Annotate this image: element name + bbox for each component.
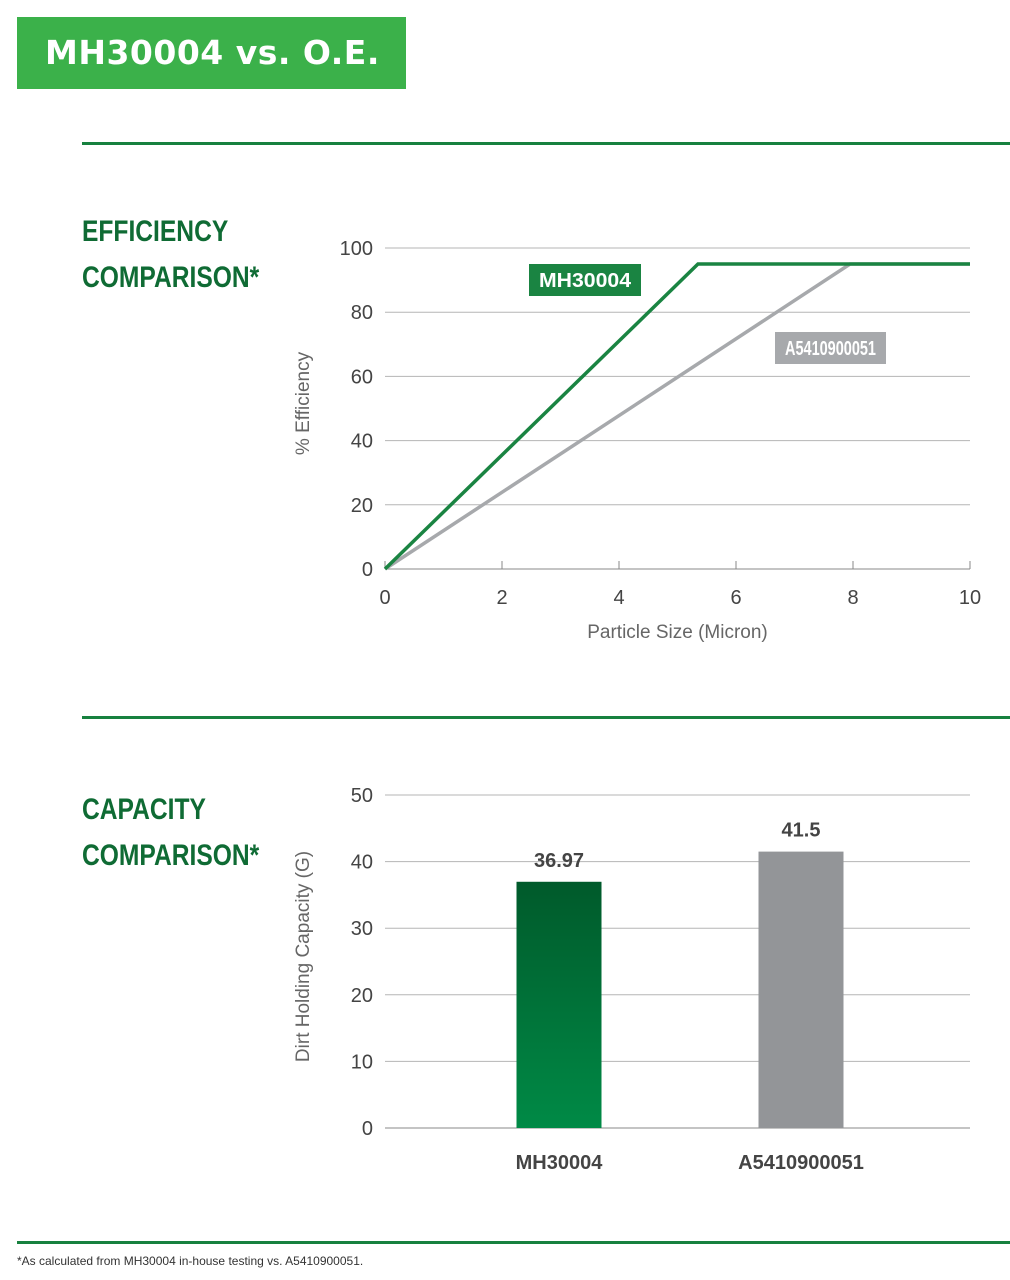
series-tag-label: A5410900051	[785, 338, 876, 360]
series-tag-label: MH30004	[539, 270, 632, 292]
section-divider	[82, 142, 1010, 145]
page-title: MH30004 vs. O.E.	[17, 17, 406, 89]
y-tick-label: 10	[351, 1051, 373, 1073]
footer-divider	[17, 1241, 1010, 1244]
y-tick-label: 30	[351, 918, 373, 940]
series-line-mh30004	[383, 262, 970, 571]
bar-value-label: 36.97	[534, 850, 584, 872]
series-tag-a5410900051	[775, 332, 886, 364]
y-tick-label: 100	[340, 238, 373, 260]
footnote: *As calculated from MH30004 in-house tes…	[17, 1254, 364, 1268]
capacity-bar-chart: 0 10 20 30 40 50 Dirt Holding Capacity (G) 36.9…	[293, 785, 970, 1174]
series-tag-mh30004	[529, 264, 641, 296]
y-tick-label: 80	[351, 302, 373, 324]
category-label: MH30004	[516, 1152, 604, 1174]
bar-a5410900051	[758, 851, 844, 1128]
y-axis-title: Dirt Holding Capacity (G)	[293, 851, 314, 1062]
y-tick-label: 0	[362, 1118, 373, 1140]
y-tick-label: 50	[351, 785, 373, 807]
y-tick-label: 40	[351, 852, 373, 874]
x-tick-label: 10	[959, 587, 981, 609]
x-tick-label: 4	[613, 587, 624, 609]
x-tick-label: 0	[379, 587, 390, 609]
x-tick-label: 6	[730, 587, 741, 609]
y-tick-label: 0	[362, 559, 373, 581]
y-tick-label: 40	[351, 431, 373, 453]
x-axis-title: Particle Size (Micron)	[587, 622, 768, 643]
efficiency-section-title: EFFICIENCY COMPARISON*	[82, 215, 260, 294]
bar-mh30004	[516, 881, 602, 1128]
category-label: A5410900051	[738, 1152, 864, 1174]
y-tick-label: 60	[351, 366, 373, 388]
y-tick-label: 20	[351, 985, 373, 1007]
x-tick-label: 8	[847, 587, 858, 609]
capacity-section-title: CAPACITY COMPARISON*	[82, 793, 260, 872]
x-tick-label: 2	[496, 587, 507, 609]
y-axis-title: % Efficiency	[293, 351, 314, 455]
section-divider	[82, 716, 1010, 719]
series-line-a5410900051	[384, 262, 970, 571]
bar-value-label: 41.5	[782, 820, 821, 842]
y-tick-label: 20	[351, 495, 373, 517]
efficiency-line-chart: 0 20 40 60 80 100 0 2 4 6 8 10 Particle Size (Micron…	[293, 238, 981, 643]
